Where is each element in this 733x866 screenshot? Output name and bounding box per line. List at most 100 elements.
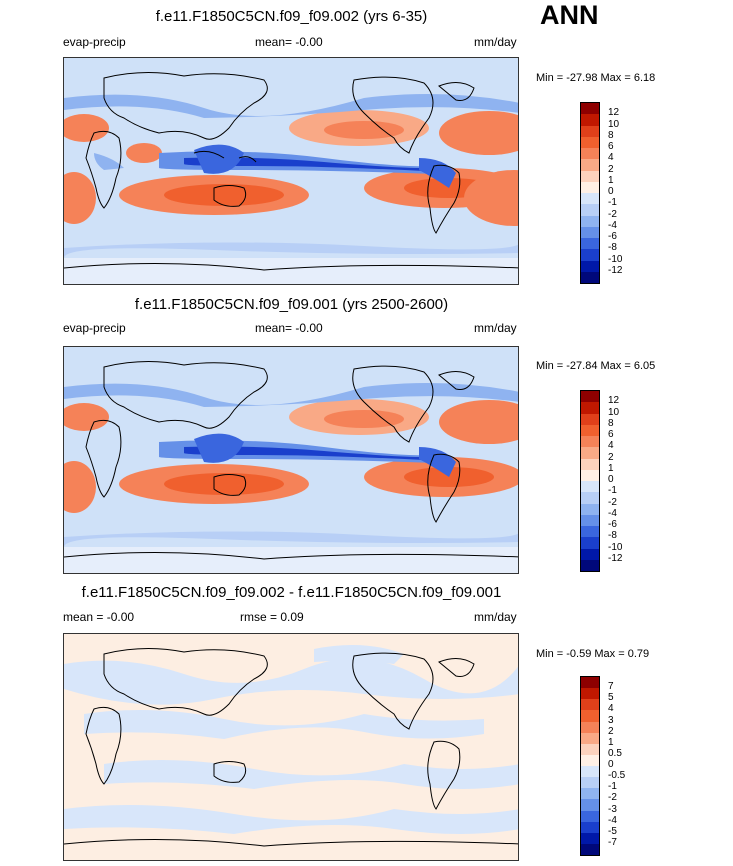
colorbar-tick-label: 0: [608, 474, 614, 485]
colorbar-swatch: [581, 481, 599, 493]
colorbar-tick-label: 0: [608, 186, 614, 197]
colorbar-swatch: [581, 271, 599, 283]
colorbar-tick-label: -10: [608, 253, 623, 265]
colorbar-swatch: [581, 458, 599, 470]
colorbar-swatch: [581, 181, 599, 193]
colorbar-swatch: [581, 732, 599, 744]
colorbar-swatch: [581, 260, 599, 272]
panel-1-map: [63, 57, 519, 285]
season-label: ANN: [540, 0, 599, 30]
colorbar-swatch: [581, 238, 599, 250]
colorbar-tick-label: 10: [608, 406, 620, 418]
colorbar-tick-label: 6: [608, 429, 614, 440]
panel-2-map: [63, 346, 519, 574]
colorbar-swatch: [581, 526, 599, 538]
colorbar-tick-label: 8: [608, 129, 614, 141]
panel-1-mean: mean= -0.00: [255, 35, 323, 49]
panel-1-minmax: Min = -27.98 Max = 6.18: [536, 72, 656, 84]
colorbar-tick-label: 8: [608, 417, 614, 429]
colorbar-tick-label: -2: [608, 208, 617, 220]
panel-1-units: mm/day: [474, 35, 517, 49]
colorbar-swatch: [581, 125, 599, 137]
colorbar-swatch: [581, 114, 599, 126]
colorbar-swatch: [581, 413, 599, 425]
panel-2-title: f.e11.F1850C5CN.f09_f09.001 (yrs 2500-26…: [134, 296, 449, 313]
colorbar-swatch: [581, 710, 599, 722]
panel-2-map-plot: [64, 347, 518, 573]
colorbar-tick-label: -8: [608, 530, 617, 542]
colorbar-swatch: [581, 249, 599, 261]
colorbar-tick-label: -12: [608, 552, 623, 564]
colorbar-swatch: [581, 788, 599, 800]
colorbar-swatch: [581, 832, 599, 844]
colorbar-swatch: [581, 159, 599, 171]
panel-2-mean: mean= -0.00: [255, 321, 323, 335]
colorbar-tick-label: 1: [608, 736, 614, 748]
colorbar-tick-label: -4: [608, 219, 617, 231]
colorbar-swatch: [581, 810, 599, 822]
colorbar-swatch: [581, 754, 599, 766]
colorbar-swatch: [581, 743, 599, 755]
colorbar-tick-label: -8: [608, 242, 617, 254]
colorbar-tick-label: -1: [608, 485, 617, 497]
colorbar-swatch: [581, 391, 599, 403]
colorbar-tick-label: 1: [608, 462, 614, 474]
colorbar-tick-label: 3: [608, 714, 614, 726]
panel-1: f.e11.F1850C5CN.f09_f09.002 (yrs 6-35) e…: [0, 0, 733, 290]
colorbar-tick-label: -2: [608, 792, 617, 804]
colorbar-swatch: [581, 447, 599, 459]
colorbar-swatch: [581, 821, 599, 833]
colorbar-tick-label: 10: [608, 118, 620, 130]
colorbar-tick-label: -5: [608, 825, 617, 837]
colorbar-tick-label: -6: [608, 519, 617, 530]
colorbar-tick-label: -1: [608, 197, 617, 209]
panel-3-title: f.e11.F1850C5CN.f09_f09.002 - f.e11.F185…: [81, 584, 502, 601]
colorbar-tick-label: -0.5: [608, 770, 626, 782]
colorbar-swatch: [581, 677, 599, 689]
panel-2-colorbar: [580, 390, 600, 572]
colorbar-tick-label: 4: [608, 152, 614, 164]
colorbar-swatch: [581, 103, 599, 115]
colorbar-tick-label: -4: [608, 814, 617, 826]
colorbar-tick-label: 6: [608, 141, 614, 152]
panel-3-units: mm/day: [474, 610, 517, 624]
colorbar-swatch: [581, 721, 599, 733]
colorbar-swatch: [581, 559, 599, 571]
colorbar-swatch: [581, 204, 599, 216]
panel-1-colorbar: [580, 102, 600, 284]
colorbar-swatch: [581, 843, 599, 855]
panel-1-map-plot: [64, 58, 518, 284]
colorbar-tick-label: 4: [608, 703, 614, 715]
colorbar-tick-label: 4: [608, 440, 614, 452]
colorbar-tick-label: 1: [608, 174, 614, 186]
panel-3-colorbar: [580, 676, 600, 856]
panel-3-map-plot: [64, 634, 518, 860]
colorbar-tick-label: 12: [608, 107, 620, 119]
panel-2-variable: evap-precip: [63, 321, 126, 335]
colorbar-swatch: [581, 193, 599, 205]
colorbar-tick-label: -3: [608, 803, 617, 815]
colorbar-swatch: [581, 436, 599, 448]
colorbar-swatch: [581, 548, 599, 560]
panel-2-units: mm/day: [474, 321, 517, 335]
colorbar-tick-label: -7: [608, 836, 617, 848]
colorbar-swatch: [581, 799, 599, 811]
colorbar-swatch: [581, 766, 599, 778]
colorbar-swatch: [581, 148, 599, 160]
colorbar-swatch: [581, 688, 599, 700]
colorbar-tick-label: 7: [608, 681, 614, 693]
colorbar-tick-label: -4: [608, 507, 617, 519]
panel-3-minmax: Min = -0.59 Max = 0.79: [536, 648, 650, 660]
colorbar-tick-label: 2: [608, 163, 614, 175]
colorbar-swatch: [581, 503, 599, 515]
colorbar-tick-label: -2: [608, 496, 617, 508]
colorbar-tick-label: -6: [608, 231, 617, 242]
colorbar-swatch: [581, 226, 599, 238]
panel-3-rmse: rmse = 0.09: [240, 610, 304, 624]
colorbar-swatch: [581, 469, 599, 481]
colorbar-swatch: [581, 537, 599, 549]
panel-1-title: f.e11.F1850C5CN.f09_f09.002 (yrs 6-35): [155, 8, 428, 25]
panel-3: f.e11.F1850C5CN.f09_f09.002 - f.e11.F185…: [0, 576, 733, 866]
colorbar-tick-label: 2: [608, 451, 614, 463]
panel-3-map: [63, 633, 519, 861]
